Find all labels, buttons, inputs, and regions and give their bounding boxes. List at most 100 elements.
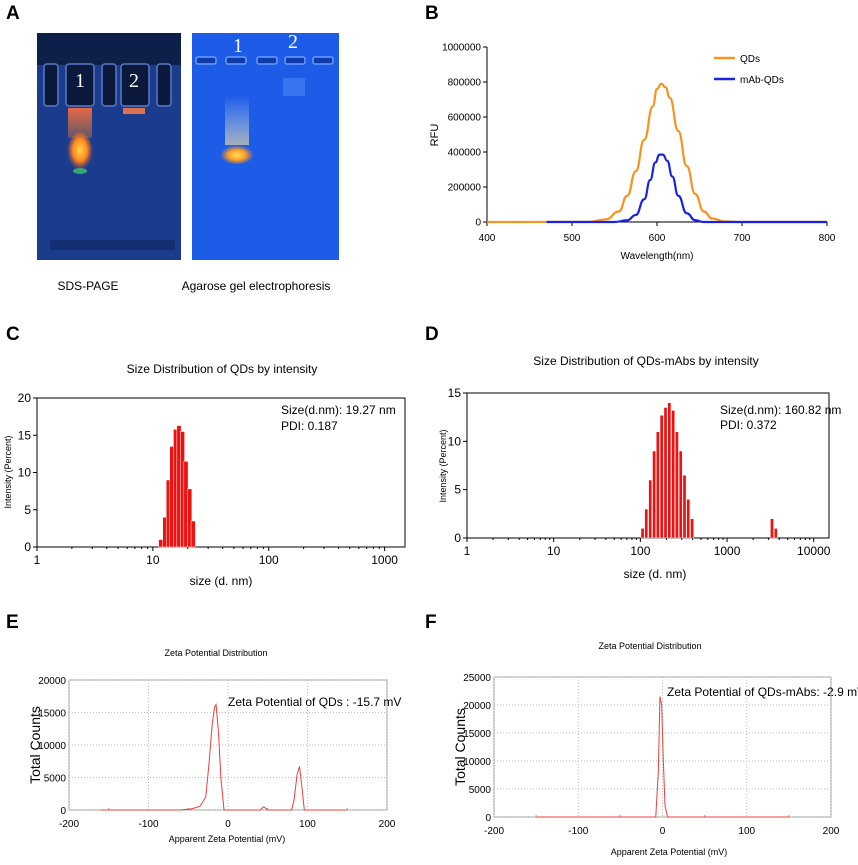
chart-d-bar bbox=[773, 528, 778, 539]
chart-d-bar bbox=[675, 431, 679, 539]
chart-d-ylabel: Intensity (Percent) bbox=[438, 429, 448, 502]
chart-f-ytick-label: 0 bbox=[485, 813, 491, 824]
chart-d-xtick-label: 100 bbox=[630, 544, 650, 558]
chart-b-ylabel: RFU bbox=[429, 124, 441, 147]
chart-e-ytick-label: 15000 bbox=[38, 709, 66, 720]
chart-f-title: Zeta Potential Distribution bbox=[598, 641, 701, 651]
chart-c-xtick-label: 1000 bbox=[371, 553, 398, 567]
chart-c-ytick-label: 5 bbox=[24, 503, 31, 517]
sds-page-caption: SDS-PAGE bbox=[57, 279, 118, 293]
chart-d-ytick-label: 15 bbox=[448, 386, 462, 400]
agarose-gel-background bbox=[192, 33, 339, 260]
chart-b-xtick-label: 500 bbox=[564, 233, 581, 244]
chart-c-xtick-label: 1 bbox=[34, 553, 41, 567]
agarose-caption: Agarose gel electrophoresis bbox=[182, 279, 331, 293]
chart-e-xtick-label: 200 bbox=[379, 819, 396, 830]
chart-b-xtick-label: 800 bbox=[819, 233, 836, 244]
agarose-band-lane-1 bbox=[220, 144, 254, 164]
chart-c-bar bbox=[190, 520, 196, 548]
chart-c-annotation-size: Size(d.nm): 19.27 nm bbox=[281, 403, 396, 417]
chart-b-series-mab-qds bbox=[546, 153, 827, 224]
chart-f-xtick-label: -200 bbox=[484, 826, 504, 837]
sds-band-lane-2 bbox=[123, 108, 145, 114]
chart-d-title: Size Distribution of QDs-mAbs by intensi… bbox=[533, 354, 758, 368]
chart-d-bar bbox=[663, 407, 668, 539]
chart-f-xlabel: Apparent Zeta Potential (mV) bbox=[611, 847, 728, 857]
chart-b-ytick-label: 400000 bbox=[448, 148, 482, 159]
chart-b-emission-spectra: RFU Wavelength(nm) QDs mAb-QDs 400 500 600… bbox=[429, 43, 836, 263]
chart-b-xtick-label: 400 bbox=[479, 233, 496, 244]
chart-d-bar bbox=[667, 402, 672, 539]
panel-label-c: C bbox=[6, 324, 20, 345]
chart-b-xlabel: Wavelength(nm) bbox=[621, 251, 694, 262]
agarose-lane-label-2: 2 bbox=[288, 31, 298, 53]
chart-b-xtick-label: 600 bbox=[649, 233, 666, 244]
chart-b-ytick-label: 800000 bbox=[448, 78, 482, 89]
chart-e-ytick-label: 20000 bbox=[38, 676, 66, 687]
chart-d-ytick-label: 0 bbox=[454, 531, 461, 545]
chart-f-zeta-curve bbox=[536, 696, 789, 818]
panel-label-e: E bbox=[6, 612, 19, 633]
chart-f-zeta-potential-qds-mabs: Zeta Potential Distribution Total Counts… bbox=[452, 641, 858, 857]
chart-b-legend-mab-qds: mAb-QDs bbox=[740, 75, 784, 86]
chart-e-ytick-label: 10000 bbox=[38, 741, 66, 752]
chart-f-ytick-label: 15000 bbox=[463, 729, 491, 740]
panel-label-b: B bbox=[425, 3, 439, 24]
chart-e-ytick-label: 5000 bbox=[44, 774, 67, 785]
chart-f-ytick-label: 25000 bbox=[463, 673, 491, 684]
chart-d-annotation-size: Size(d.nm): 160.82 nm bbox=[720, 403, 841, 417]
chart-f-annotation: Zeta Potential of QDs-mAbs: -2.9 mV bbox=[667, 685, 858, 699]
chart-c-xlabel: size (d. nm) bbox=[190, 574, 253, 588]
chart-c-title: Size Distribution of QDs by intensity bbox=[127, 362, 318, 376]
chart-d-xtick-label: 10 bbox=[547, 544, 561, 558]
chart-c-ytick-label: 0 bbox=[24, 540, 31, 554]
chart-c-annotation-pdi: PDI: 0.187 bbox=[281, 419, 338, 433]
chart-d-xtick-label: 1 bbox=[464, 544, 471, 558]
chart-f-ytick-label: 10000 bbox=[463, 757, 491, 768]
agarose-lane-label-1: 1 bbox=[233, 35, 243, 57]
chart-d-bar bbox=[644, 508, 649, 539]
chart-d-xlabel: size (d. nm) bbox=[624, 567, 687, 581]
agarose-gel-wells bbox=[195, 56, 334, 65]
chart-f-ytick-label: 5000 bbox=[469, 785, 492, 796]
chart-d-bar bbox=[678, 450, 683, 539]
chart-d-ytick-label: 5 bbox=[454, 483, 461, 497]
chart-e-xtick-label: 100 bbox=[299, 819, 316, 830]
chart-f-xtick-label: 0 bbox=[660, 826, 666, 837]
chart-d-bar bbox=[659, 414, 664, 539]
chart-b-xtick-label: 700 bbox=[734, 233, 751, 244]
chart-b-legend-qds: QDs bbox=[740, 54, 760, 65]
sds-lane-label-1: 1 bbox=[75, 70, 85, 92]
chart-c-bar bbox=[158, 539, 164, 548]
panel-label-f: F bbox=[425, 612, 437, 633]
chart-b-ytick-label: 600000 bbox=[448, 113, 482, 124]
chart-e-title: Zeta Potential Distribution bbox=[164, 648, 267, 658]
chart-c-size-distribution-qds: Size Distribution of QDs by intensity In… bbox=[3, 362, 406, 588]
chart-c-bar bbox=[187, 488, 193, 548]
chart-d-xtick-label: 1000 bbox=[714, 544, 741, 558]
panel-label-a: A bbox=[6, 3, 20, 24]
chart-d-bar bbox=[671, 410, 676, 539]
chart-c-ytick-label: 15 bbox=[18, 428, 32, 442]
sds-band-lane-1 bbox=[67, 132, 93, 172]
chart-e-ytick-label: 0 bbox=[60, 806, 66, 817]
chart-d-bar bbox=[648, 479, 653, 539]
chart-f-ytick-label: 20000 bbox=[463, 701, 491, 712]
agarose-band-lane-2 bbox=[283, 78, 305, 96]
chart-d-size-distribution-qds-mabs: Size Distribution of QDs-mAbs by intensi… bbox=[438, 354, 841, 581]
chart-d-bar bbox=[690, 518, 694, 539]
sds-gel-wells bbox=[43, 63, 172, 107]
sds-page-gel: 1 2 bbox=[37, 33, 181, 260]
chart-c-ytick-label: 10 bbox=[18, 466, 32, 480]
chart-e-xlabel: Apparent Zeta Potential (mV) bbox=[169, 834, 286, 844]
chart-d-bar bbox=[652, 450, 656, 539]
chart-c-ylabel: Intensity (Percent) bbox=[3, 435, 13, 508]
agarose-gel: 1 2 bbox=[192, 31, 339, 260]
panel-label-d: D bbox=[425, 324, 439, 345]
chart-b-series-qds bbox=[486, 82, 827, 224]
chart-e-xtick-label: -100 bbox=[138, 819, 158, 830]
chart-b-ytick-label: 0 bbox=[475, 218, 481, 229]
chart-d-bar bbox=[682, 474, 687, 539]
chart-f-ylabel: Total Counts bbox=[452, 708, 468, 786]
